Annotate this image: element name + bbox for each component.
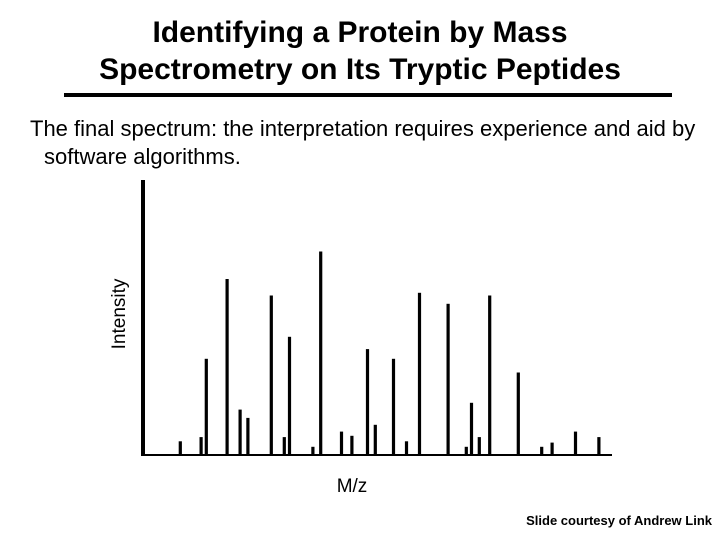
spectrum-peak-20 [464,446,468,456]
spectrum-peak-13 [350,435,354,456]
spectrum-peak-14 [365,349,370,455]
spectrum-peak-5 [238,409,242,455]
spectrum-peak-26 [550,442,554,455]
y-axis-label: Intensity [109,278,130,349]
spectrum-peak-28 [597,437,601,455]
spectrum-peak-25 [540,446,544,456]
slide-title: Identifying a Protein by Mass Spectromet… [0,14,720,88]
spectrum-peak-12 [339,431,344,455]
x-axis-label: M/z [337,476,368,497]
spectrum-peak-11 [319,251,323,455]
spectrum-peak-21 [469,402,474,456]
spectrum-peak-18 [417,292,422,456]
spectrum-peak-16 [391,358,396,456]
spectrum-peak-3 [204,358,208,456]
title-line-2: Spectrometry on Its Tryptic Peptides [99,53,621,86]
spectrum-peak-2 [199,437,203,455]
chart-axes [141,180,612,456]
spectrum-peak-17 [404,441,409,456]
spectrum-peak-23 [488,295,492,455]
spectrum-peak-10 [311,446,315,456]
spectrum-peak-6 [246,417,250,455]
spectrum-peak-9 [287,336,292,456]
spectrum-peak-15 [373,424,377,456]
spectrum-peak-1 [178,441,182,456]
chart-peaks [178,251,601,456]
spectrum-peak-7 [269,295,273,455]
spectrum-peak-24 [516,372,520,455]
title-line-1: Identifying a Protein by Mass [152,16,568,49]
spectrum-peak-4 [225,279,229,455]
spectrum-peak-19 [446,303,450,456]
spectrum-peak-27 [573,431,578,455]
body-text: The final spectrum: the interpretation r… [30,116,696,169]
credit-text: Slide courtesy of Andrew Link [526,513,712,528]
spectrum-peak-8 [282,437,286,455]
spectrum-peak-22 [477,437,481,455]
title-underline [64,93,672,97]
